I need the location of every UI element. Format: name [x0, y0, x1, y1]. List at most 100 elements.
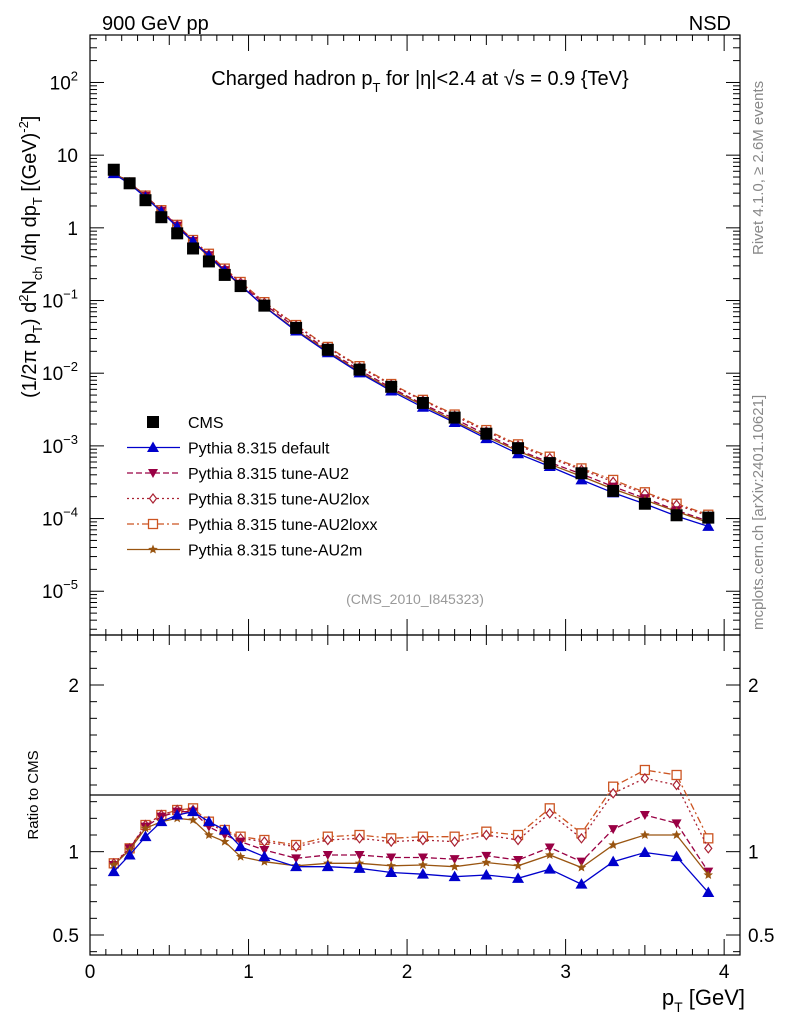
cms-marker: [702, 511, 715, 524]
y-tick-label: 1: [67, 219, 78, 240]
au2-marker: [386, 853, 397, 863]
mcplots-label: mcplots.cern.ch [arXiv:2401.10621]: [750, 395, 767, 630]
default-marker: [290, 860, 303, 872]
legend-label: Pythia 8.315 tune-AU2lox: [188, 492, 369, 509]
ratio-series: [107, 764, 715, 897]
ratio-tick-label-right: 1: [748, 843, 759, 864]
cms-marker: [290, 321, 303, 334]
au2lox-marker: [513, 834, 523, 846]
default-marker: [385, 866, 398, 877]
main-y-label: (1/2π pT) d2Nch /dη dpT [(GeV)-2]: [16, 116, 45, 398]
au2lox-marker: [291, 841, 301, 853]
cms-marker: [202, 255, 215, 268]
au2-marker: [259, 846, 270, 855]
au2m-marker: [449, 861, 460, 871]
default-ratio-line: [113, 811, 709, 893]
cms-marker: [638, 497, 651, 510]
au2m-marker: [640, 830, 650, 839]
au2m-marker: [418, 860, 428, 869]
legend-label: Pythia 8.315 tune-AU2m: [188, 543, 362, 560]
au2lox-marker: [577, 832, 586, 844]
au2lox-marker: [355, 832, 364, 844]
cms-marker: [385, 380, 398, 393]
cms-marker: [670, 509, 683, 522]
x-axis-label: pT [GeV]: [662, 985, 745, 1015]
au2-marker: [513, 856, 524, 865]
default-marker: [575, 878, 588, 889]
au2loxx-marker: [147, 518, 159, 530]
ratio-tick-label: 2: [68, 676, 79, 697]
au2-marker: [671, 819, 682, 829]
legend-label: Pythia 8.315 default: [188, 441, 330, 458]
default-marker: [702, 886, 715, 897]
default-marker: [638, 846, 651, 857]
default-marker: [187, 805, 200, 817]
header-left: 900 GeV pp: [102, 13, 209, 35]
au2loxx-marker: [703, 833, 714, 844]
default-line: [113, 173, 709, 528]
au2m-marker: [513, 860, 523, 870]
au2-marker: [449, 855, 460, 865]
au2m-marker: [386, 860, 396, 870]
default-marker: [258, 850, 271, 862]
cms-marker: [321, 343, 334, 356]
default-marker: [702, 520, 715, 531]
cms-marker: [123, 177, 136, 190]
cms-marker: [480, 427, 493, 440]
au2-ratio-line: [113, 811, 709, 873]
au2m-marker: [608, 840, 618, 849]
cms-marker: [416, 396, 429, 409]
default-marker: [147, 441, 159, 452]
au2m-marker: [148, 544, 158, 554]
legend-label: Pythia 8.315 tune-AU2: [188, 466, 349, 483]
au2-marker: [417, 853, 428, 863]
au2m-marker: [220, 836, 230, 846]
ratio-tick-label-right: 0.5: [748, 926, 774, 947]
au2m-marker: [140, 823, 151, 833]
x-tick-label: 3: [560, 962, 571, 983]
cms-marker: [575, 467, 588, 480]
main-x-ticks: [89, 35, 741, 635]
cms-marker: [512, 442, 525, 455]
au2m-marker: [481, 857, 492, 867]
au2lox-line: [113, 171, 709, 517]
default-marker: [171, 809, 184, 820]
cms-marker: [607, 484, 620, 497]
au2-marker: [354, 851, 365, 860]
au2m-marker: [204, 830, 214, 839]
default-marker: [234, 840, 247, 852]
analysis-tag: (CMS_2010_I845323): [346, 591, 484, 607]
au2-marker: [608, 825, 619, 835]
y-tick-label: 10−3: [42, 432, 78, 458]
y-tick-label: 10−2: [42, 359, 78, 385]
cms-marker: [107, 163, 120, 176]
default-marker: [512, 872, 525, 883]
au2m-marker: [235, 851, 246, 861]
au2-marker: [291, 854, 302, 864]
au2lox-marker: [608, 787, 618, 799]
x-tick-label: 1: [243, 962, 254, 983]
default-marker: [480, 869, 493, 880]
au2m-marker: [188, 815, 198, 824]
au2-marker: [544, 843, 555, 853]
cms-marker: [155, 211, 168, 224]
cms-marker: [218, 268, 231, 281]
y-tick-label: 10−4: [42, 505, 78, 531]
au2lox-ratio-line: [113, 777, 709, 864]
au2-marker: [639, 811, 650, 820]
cms-marker: [448, 411, 461, 424]
legend-label: CMS: [188, 415, 224, 432]
default-marker: [353, 862, 366, 873]
au2lox-marker: [386, 836, 396, 848]
default-marker: [416, 868, 429, 879]
cms-marker: [147, 416, 159, 428]
ratio-y-label: Ratio to CMS: [25, 750, 42, 839]
default-marker: [670, 850, 683, 862]
ratio-tick-label: 1: [68, 843, 79, 864]
au2m-marker: [576, 862, 587, 872]
au2lox-marker: [148, 493, 158, 504]
au2loxx-marker: [671, 769, 682, 781]
legend: CMS Pythia 8.315 default Pythia 8.315 tune…: [127, 415, 377, 560]
ratio-y-ticks: 0.5 0.5 1 1 2 2: [53, 651, 774, 953]
